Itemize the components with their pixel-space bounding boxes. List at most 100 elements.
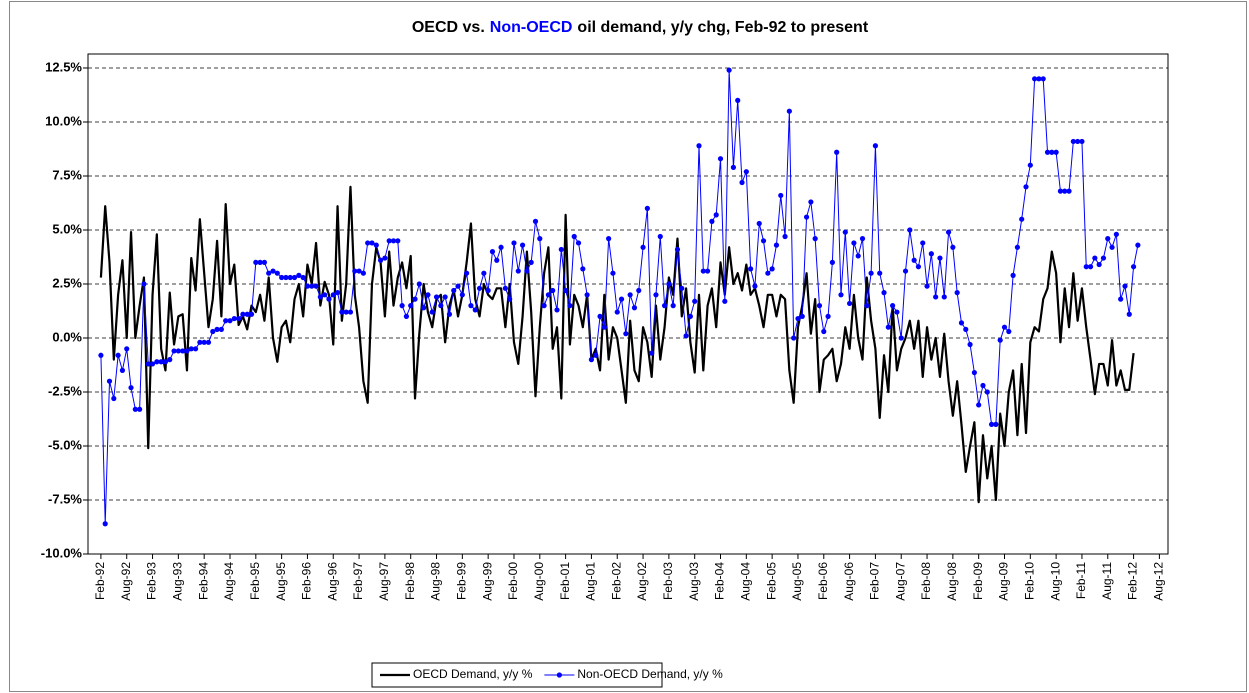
data-point xyxy=(571,233,577,240)
data-point xyxy=(137,406,143,412)
x-tick-label: Feb-11 xyxy=(1074,562,1088,599)
data-point xyxy=(773,242,780,248)
data-point xyxy=(558,246,564,253)
x-tick-label: Aug-12 xyxy=(1152,562,1166,601)
x-tick-label: Feb-93 xyxy=(145,562,159,600)
x-tick-label: Aug-99 xyxy=(480,562,494,601)
data-point xyxy=(192,346,199,352)
data-point xyxy=(261,259,268,265)
y-tick-label: -5.0% xyxy=(48,437,82,452)
series-line xyxy=(99,185,1135,504)
data-point xyxy=(679,285,685,291)
x-tick-label: Aug-93 xyxy=(171,562,185,601)
y-tick-label: 10.0% xyxy=(45,113,82,128)
data-point xyxy=(554,307,560,313)
data-point xyxy=(894,309,900,315)
data-point xyxy=(717,156,724,162)
data-point xyxy=(313,283,319,289)
x-tick-label: Feb-10 xyxy=(1022,562,1036,600)
data-point xyxy=(214,326,220,332)
y-tick-label: -2.5% xyxy=(48,383,82,398)
data-point xyxy=(446,311,453,317)
x-tick-label: Feb-00 xyxy=(506,562,520,600)
data-point xyxy=(769,266,775,272)
data-point xyxy=(451,287,457,294)
data-point xyxy=(442,294,448,300)
data-point xyxy=(898,335,904,341)
data-point xyxy=(911,257,917,263)
data-point xyxy=(154,359,160,365)
data-point xyxy=(395,238,401,244)
data-point xyxy=(541,303,547,309)
data-point xyxy=(821,328,827,335)
data-point xyxy=(279,274,285,281)
data-point xyxy=(145,361,151,367)
data-point xyxy=(756,220,762,227)
data-point xyxy=(593,352,599,358)
x-tick-label: Feb-12 xyxy=(1126,562,1140,600)
x-tick-label: Aug-92 xyxy=(119,562,133,601)
data-point xyxy=(352,268,358,274)
data-point xyxy=(735,97,741,103)
data-point xyxy=(111,395,117,402)
data-point xyxy=(993,421,999,427)
data-point xyxy=(1070,138,1076,145)
data-point xyxy=(692,298,698,304)
data-point xyxy=(309,283,315,289)
y-tick-label: -10.0% xyxy=(41,545,83,560)
legend-marker xyxy=(556,672,562,678)
legend-label: OECD Demand, y/y % xyxy=(413,667,533,681)
data-point xyxy=(920,240,926,246)
data-point xyxy=(838,292,844,298)
y-tick-label: 12.5% xyxy=(45,59,82,74)
data-point xyxy=(455,283,461,289)
data-point xyxy=(958,320,965,326)
data-point xyxy=(786,108,792,114)
data-point xyxy=(1096,261,1102,268)
data-point xyxy=(601,324,607,330)
data-point xyxy=(532,218,539,224)
data-point xyxy=(726,67,732,73)
chart-title: OECD vs. Non-OECD oil demand, y/y chg, Feb… xyxy=(412,19,869,36)
data-point xyxy=(950,244,956,250)
x-tick-label: Aug-00 xyxy=(532,562,546,601)
data-point xyxy=(244,311,250,317)
data-point xyxy=(304,283,311,289)
data-point xyxy=(700,268,706,274)
data-point xyxy=(829,259,835,265)
data-point xyxy=(816,303,823,309)
data-point xyxy=(227,318,233,324)
data-point xyxy=(205,339,212,345)
data-point xyxy=(799,313,805,319)
data-point xyxy=(687,313,693,319)
data-point xyxy=(287,274,293,281)
data-point xyxy=(102,521,108,527)
x-tick-label: Feb-07 xyxy=(868,562,882,600)
data-point xyxy=(1092,255,1098,261)
data-point xyxy=(240,311,246,317)
data-point xyxy=(1109,244,1115,250)
x-tick-label: Feb-95 xyxy=(248,562,262,600)
data-point xyxy=(877,270,883,276)
data-point xyxy=(210,328,216,335)
data-point xyxy=(670,303,676,309)
data-point xyxy=(1053,149,1059,155)
data-point xyxy=(657,233,663,240)
data-point xyxy=(1027,162,1033,168)
data-point xyxy=(644,205,650,211)
x-tick-label: Aug-05 xyxy=(790,562,804,601)
data-point xyxy=(1118,296,1124,302)
data-point xyxy=(1040,76,1046,82)
data-point xyxy=(933,294,939,300)
data-point xyxy=(743,169,749,175)
data-point xyxy=(550,287,556,294)
data-point xyxy=(980,382,986,389)
data-point xyxy=(902,268,909,274)
data-point xyxy=(175,348,181,354)
x-tick-label: Feb-94 xyxy=(196,562,210,600)
data-point xyxy=(997,337,1003,343)
data-point xyxy=(511,240,517,246)
data-point xyxy=(162,359,169,365)
data-point xyxy=(248,311,255,317)
data-point xyxy=(1135,242,1141,248)
